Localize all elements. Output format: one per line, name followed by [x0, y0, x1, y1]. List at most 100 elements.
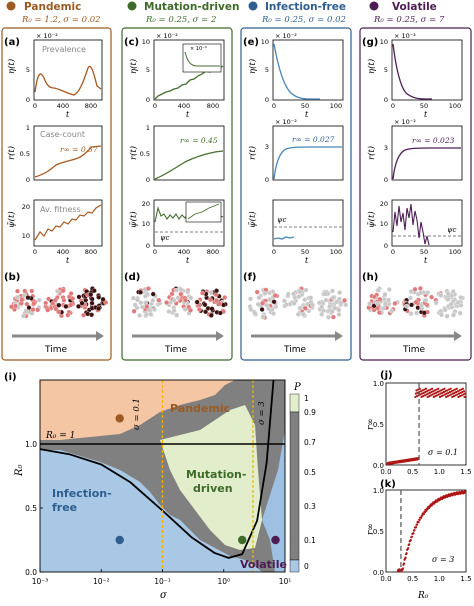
network-rings-d [130, 286, 228, 319]
r-axes-a [33, 125, 103, 181]
k-point [409, 539, 412, 542]
k-point [413, 529, 416, 532]
network-rings-f [247, 285, 349, 320]
colorbar-top [289, 393, 300, 413]
network-node [203, 309, 209, 315]
network-node [301, 311, 306, 317]
j-point [435, 388, 438, 391]
network-node [132, 302, 138, 308]
mutation-title: Mutation-driven [144, 1, 239, 13]
network-node [386, 297, 392, 303]
j-point [460, 388, 463, 391]
network-node [182, 297, 188, 303]
phase-xtick-label: 10⁻² [93, 577, 110, 586]
k-point [401, 567, 405, 570]
j-point [450, 393, 453, 396]
j-point [448, 394, 451, 397]
network-node [130, 295, 136, 301]
t-tick-g-50: 50 [420, 102, 428, 110]
t-label-g2: t [424, 256, 428, 265]
label-mutation-1: Mutation- [186, 468, 246, 481]
k-point [417, 521, 420, 524]
network-node [88, 292, 94, 298]
network-node [68, 291, 74, 296]
r0-equals-1-label: R₀ = 1 [45, 431, 75, 441]
r-inf-g: r∞ = 0.023 [412, 136, 455, 145]
j-point [439, 389, 443, 392]
network-node [9, 304, 14, 310]
j-point [422, 395, 425, 398]
network-node [156, 297, 162, 303]
network-node [445, 291, 451, 296]
label-pandemic: Pandemic [170, 402, 230, 415]
network-node [386, 287, 392, 292]
network-node [146, 286, 151, 291]
panel-i: (i) R₀ = 1 σ = 0.1 σ = 3 Pandemic Mutati… [4, 372, 316, 601]
psi-tick-g-10: 10 [380, 220, 388, 228]
j-point [449, 387, 452, 390]
colorbar-mid [289, 411, 300, 561]
eta-ylabel-g: η(t) [366, 59, 377, 74]
network-node [374, 300, 380, 306]
psi-axes-g [391, 199, 463, 247]
network-node [330, 314, 336, 320]
t-tick-e-50: 50 [301, 102, 309, 110]
network-node [254, 289, 260, 295]
network-node [336, 307, 342, 313]
j-point [417, 388, 420, 391]
j-ytick-label: 1.0 [373, 380, 384, 388]
network-node [207, 297, 213, 303]
r-tick-g-0: 0 [384, 176, 388, 184]
psi-c-label-c: ψc [160, 234, 169, 242]
eta-ylabel-e: η(t) [247, 59, 258, 74]
k-point [418, 518, 421, 521]
j-point [430, 390, 433, 394]
j-point [431, 387, 434, 390]
network-node [89, 312, 95, 318]
j-point [447, 388, 451, 391]
network-node [296, 294, 302, 300]
t-label-c2: t [186, 256, 190, 265]
r-tick-c-05: 0.5 [140, 150, 150, 158]
k-point [423, 511, 427, 514]
network-node [343, 302, 349, 308]
network-node [171, 308, 177, 313]
phase-point-mutation-driven [237, 535, 247, 545]
network-node [455, 299, 461, 305]
k-point [402, 562, 406, 565]
colorbar: P 1 0.9 0.7 0.5 0.3 0.1 0 [289, 382, 316, 573]
label-mutation-2: driven [193, 482, 233, 495]
j-point [414, 395, 417, 399]
colorbar-bottom [289, 559, 300, 573]
j-point [444, 390, 447, 393]
j-annotation: σ = 0.1 [428, 448, 458, 457]
j-point [457, 395, 460, 399]
t-tick-g2-50: 50 [420, 248, 428, 256]
j-point [454, 394, 457, 397]
t-tick-a-800: 800 [85, 102, 97, 110]
network-node [138, 300, 144, 306]
t-label-e: t [305, 110, 309, 119]
phase-points [115, 414, 280, 545]
network-node [35, 307, 41, 313]
t-tick-g-100: 100 [449, 102, 461, 110]
network-node [260, 314, 266, 320]
phase-xticks: 10⁻³ 10⁻² 10⁻¹ 10⁰ 10¹ [32, 569, 291, 586]
j-xtick-label: 1.0 [434, 468, 445, 476]
network-node [382, 291, 388, 297]
psi-tick-c-20: 20 [142, 200, 150, 208]
network-node [336, 296, 342, 302]
time-label-h: Time [402, 345, 425, 355]
r-inf-c: r∞ = 0.45 [180, 136, 218, 145]
panel-e-label: (e) [243, 37, 259, 48]
k-point [404, 556, 407, 559]
phase-point-pandemic [115, 414, 124, 423]
t-tick-a2-0: 0 [33, 248, 37, 256]
network-node [272, 293, 278, 298]
j-point [451, 392, 454, 395]
eta-inset-exp: × 10⁻³ [190, 46, 207, 52]
network-node [196, 306, 202, 312]
j-point [439, 392, 442, 395]
network-node [139, 304, 145, 310]
j-point [423, 388, 426, 391]
